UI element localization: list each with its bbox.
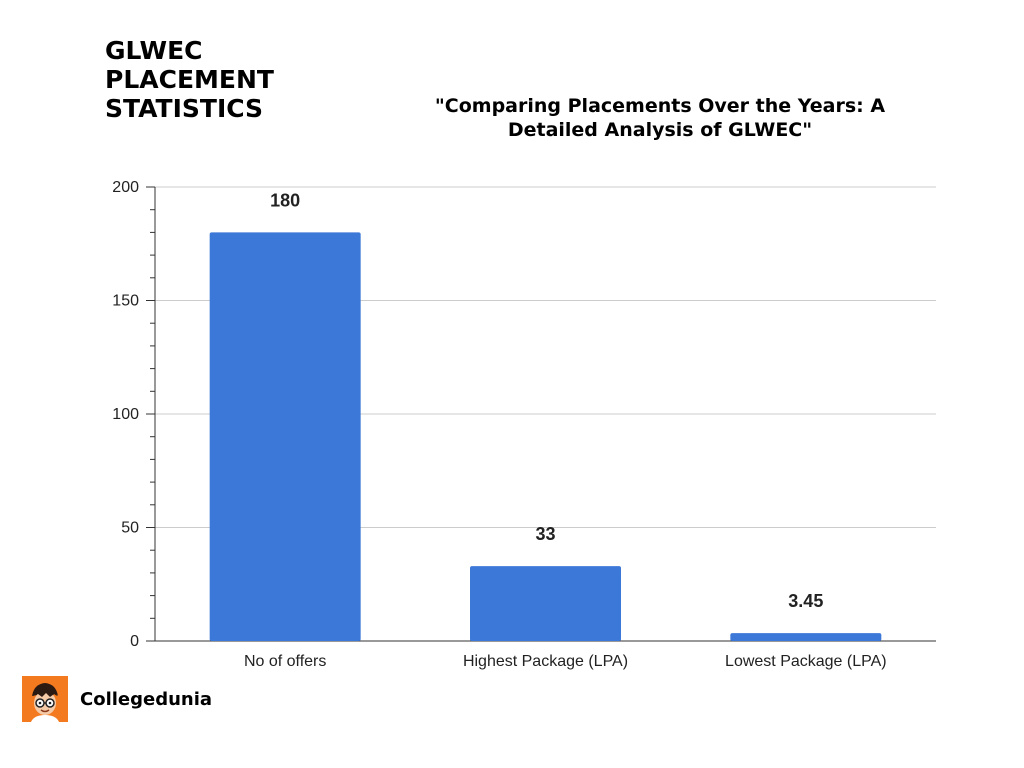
student-avatar-icon (22, 676, 68, 722)
category-label-2: Highest Package (LPA) (463, 653, 628, 670)
y-tick-label: 200 (112, 179, 139, 196)
bar-1 (209, 232, 361, 641)
page-title: GLWEC PLACEMENT STATISTICS (105, 36, 335, 123)
category-label-1: No of offers (244, 653, 326, 670)
chart-subtitle-line-2: Detailed Analysis of GLWEC" (507, 119, 813, 141)
y-tick-label: 50 (121, 520, 139, 537)
data-label-1: 180 (270, 190, 300, 210)
brand: Collegedunia (22, 676, 212, 722)
chart-subtitle-line-1: "Comparing Placements Over the Years: A (434, 95, 886, 117)
y-tick-label: 150 (112, 293, 139, 310)
page-title-line-3: STATISTICS (105, 94, 264, 123)
labels: 0 50 100 150 200 180 No of offers 33 Highest Pac… (112, 179, 886, 670)
bars (209, 232, 882, 641)
category-label-3: Lowest Package (LPA) (725, 653, 887, 670)
page-title-line-2: PLACEMENT (105, 65, 274, 94)
bar-3 (730, 633, 882, 641)
data-label-3: 3.45 (788, 591, 823, 611)
brand-name: Collegedunia (80, 688, 213, 710)
data-label-2: 33 (535, 524, 555, 544)
y-tick-label: 0 (130, 633, 139, 650)
page-title-line-1: GLWEC (105, 36, 203, 65)
bar-2 (470, 566, 621, 641)
y-tick-label: 100 (112, 406, 139, 423)
chart-subtitle: "Comparing Placements Over the Years: A … (405, 94, 915, 142)
